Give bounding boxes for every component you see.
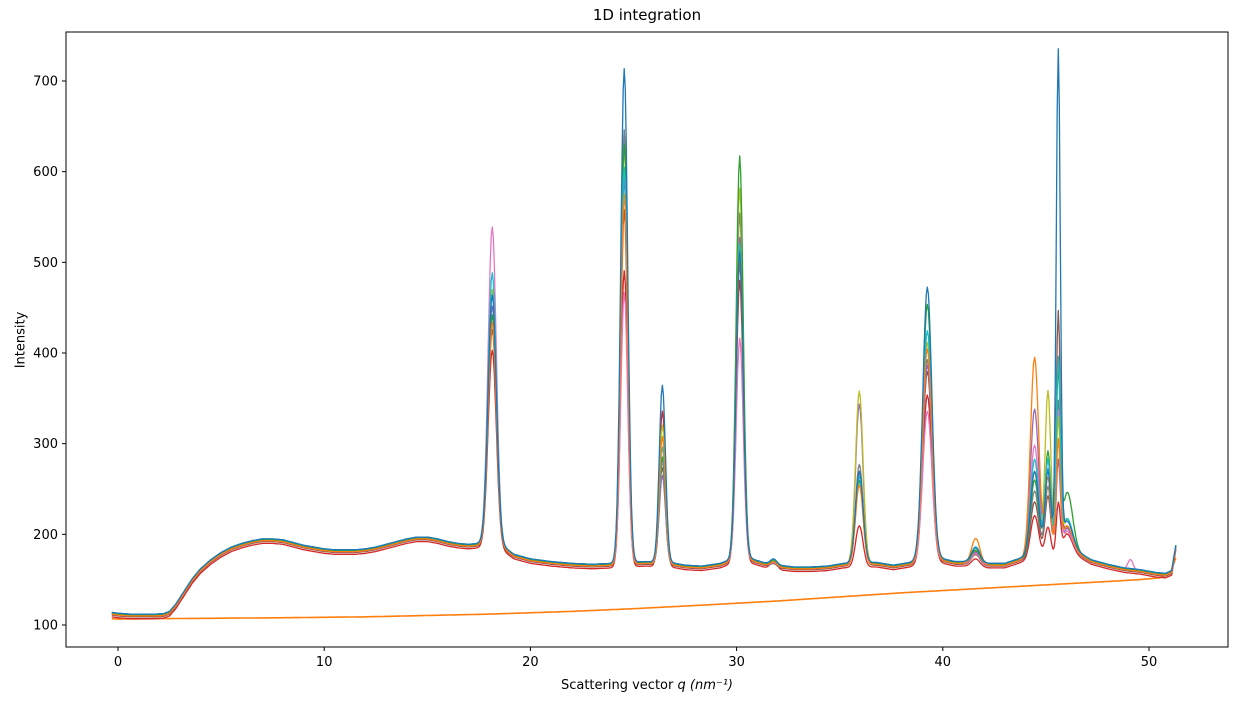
- chart-title: 1D integration: [592, 6, 702, 24]
- axes-spines: [65, 31, 1229, 648]
- curve-scan-purple: [111, 178, 1177, 617]
- x-tick-label: 40: [935, 655, 952, 670]
- x-tick-label: 20: [522, 655, 539, 670]
- x-axis-label: Scattering vector q (nm⁻¹): [66, 678, 1228, 693]
- curve-scan-blue: [111, 48, 1177, 615]
- y-tick-label: 100: [33, 619, 58, 634]
- y-tick-label: 200: [33, 528, 58, 543]
- x-tick-label: 50: [1141, 655, 1158, 670]
- curve-scan-cyan: [111, 166, 1177, 615]
- y-axis-label: Intensity: [13, 311, 29, 369]
- curve-scan-red: [111, 270, 1177, 620]
- ticks-group: 0 10 20 30 40 50 100 200 300 400 500 600 700: [33, 74, 1157, 670]
- y-tick-label: 600: [33, 165, 58, 180]
- y-tick-label: 500: [33, 256, 58, 271]
- curve-background-scan: [111, 557, 1177, 620]
- curves-group: [111, 48, 1177, 620]
- x-axis-label-unit: (nm⁻¹): [685, 678, 734, 693]
- x-tick-label: 0: [114, 655, 122, 670]
- curve-scan-orange: [111, 193, 1177, 617]
- x-axis-label-text: Scattering vector: [560, 678, 678, 693]
- x-axis-label-variable: q: [677, 678, 686, 693]
- curve-scan-pink: [111, 226, 1177, 617]
- y-tick-label: 700: [33, 74, 58, 89]
- x-tick-label: 10: [316, 655, 333, 670]
- y-tick-label: 300: [33, 437, 58, 452]
- x-tick-label: 30: [728, 655, 745, 670]
- curve-scan-olive: [111, 147, 1177, 616]
- y-tick-label: 400: [33, 346, 58, 361]
- curve-scan-brown: [111, 209, 1177, 618]
- curve-scan-green: [111, 142, 1177, 616]
